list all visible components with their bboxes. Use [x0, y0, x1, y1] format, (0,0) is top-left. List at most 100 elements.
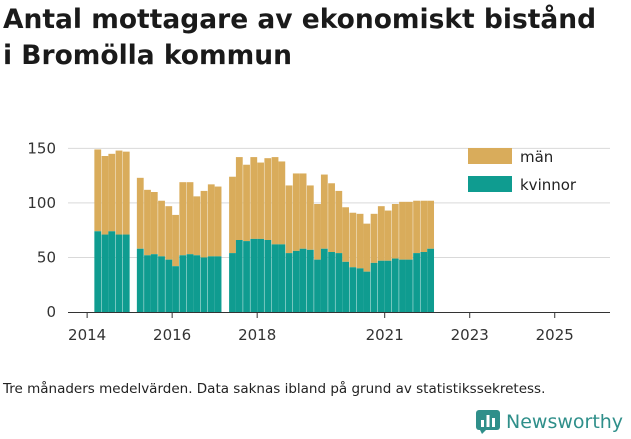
bar-man-34 — [349, 212, 357, 268]
bar-man-17 — [229, 176, 236, 254]
bar-kvinnor-29 — [314, 259, 321, 312]
bar-man-25 — [285, 185, 293, 254]
bar-kvinnor-21 — [257, 238, 264, 312]
bar-man-14 — [200, 190, 208, 258]
bar-man-22 — [264, 158, 272, 240]
bar-man-19 — [243, 164, 250, 242]
bar-kvinnor-23 — [271, 244, 279, 312]
bar-man-38 — [377, 206, 385, 261]
bar-kvinnor-27 — [299, 248, 307, 312]
x-tick-label-2025: 2025 — [536, 326, 574, 344]
bar-man-5 — [136, 177, 144, 249]
bar-kvinnor-17 — [229, 253, 236, 312]
bar-kvinnor-35 — [356, 268, 364, 312]
bar-kvinnor-38 — [377, 260, 385, 312]
bar-kvinnor-3 — [115, 234, 123, 312]
bar-kvinnor-4 — [122, 234, 130, 312]
x-tick-label-2018: 2018 — [238, 326, 276, 344]
bar-kvinnor-33 — [342, 261, 349, 312]
bar-man-35 — [356, 213, 364, 269]
bar-man-40 — [391, 204, 399, 259]
bar-kvinnor-25 — [285, 253, 293, 312]
bar-kvinnor-12 — [186, 254, 194, 312]
footnote: Tre månaders medelvärden. Data saknas ib… — [3, 381, 546, 397]
bar-kvinnor-15 — [207, 256, 215, 312]
bar-man-10 — [172, 214, 179, 267]
y-tick-label-150: 150 — [27, 139, 56, 157]
x-tick-label-2014: 2014 — [68, 326, 106, 344]
bar-kvinnor-2 — [108, 231, 116, 312]
legend-label-man: män — [520, 148, 553, 166]
bar-kvinnor-24 — [278, 244, 286, 312]
bar-kvinnor-9 — [165, 259, 173, 312]
chart-title-line-1: Antal mottagare av ekonomiskt bistånd — [3, 4, 597, 35]
bar-kvinnor-6 — [144, 255, 151, 312]
bar-man-15 — [207, 184, 215, 257]
bar-kvinnor-20 — [250, 238, 258, 312]
bar-man-2 — [108, 153, 116, 232]
bar-kvinnor-40 — [391, 258, 399, 312]
brand-name: Newsworthy — [506, 411, 624, 433]
bar-kvinnor-8 — [158, 256, 165, 312]
bar-man-6 — [144, 189, 151, 256]
bar-man-8 — [158, 200, 165, 257]
bar-man-12 — [186, 182, 194, 255]
bar-chart-logo-icon — [476, 410, 500, 434]
bar-man-1 — [101, 156, 109, 235]
bar-man-36 — [363, 223, 371, 272]
bar-kvinnor-34 — [349, 267, 357, 312]
bar-kvinnor-43 — [413, 253, 420, 312]
bar-man-37 — [370, 213, 378, 263]
bar-man-20 — [250, 157, 258, 239]
bar-kvinnor-10 — [172, 266, 179, 312]
bar-kvinnor-31 — [328, 252, 335, 312]
legend-label-kvinnor: kvinnor — [520, 176, 577, 194]
bar-kvinnor-19 — [243, 241, 250, 312]
bar-man-42 — [405, 201, 413, 260]
bar-man-27 — [299, 173, 307, 249]
bar-kvinnor-1 — [101, 234, 109, 312]
chart-title: Antal mottagare av ekonomiskt bistånd i … — [3, 2, 628, 74]
bar-kvinnor-32 — [335, 253, 343, 312]
bar-kvinnor-36 — [363, 271, 371, 312]
bar-kvinnor-26 — [292, 250, 300, 312]
bar-man-11 — [179, 182, 187, 256]
bar-man-45 — [427, 200, 435, 249]
bar-man-18 — [235, 157, 243, 240]
bar-man-31 — [328, 183, 335, 252]
bar-kvinnor-14 — [200, 257, 208, 312]
bar-kvinnor-30 — [320, 248, 328, 312]
bar-kvinnor-0 — [94, 231, 102, 312]
bar-kvinnor-22 — [264, 240, 272, 312]
bar-kvinnor-16 — [214, 256, 222, 312]
bar-man-23 — [271, 157, 279, 245]
bar-man-9 — [165, 206, 173, 260]
bar-man-7 — [150, 192, 158, 255]
bar-kvinnor-41 — [399, 259, 406, 312]
bar-kvinnor-28 — [306, 249, 314, 312]
bar-kvinnor-11 — [179, 255, 187, 312]
bar-man-39 — [384, 210, 392, 261]
bar-man-44 — [420, 200, 428, 252]
y-tick-label-0: 0 — [46, 303, 56, 321]
bar-man-21 — [257, 162, 264, 239]
bar-man-30 — [320, 174, 328, 249]
brand-logo: Newsworthy — [476, 406, 623, 438]
legend-swatch-man — [468, 148, 512, 164]
bar-man-26 — [292, 173, 300, 251]
bar-kvinnor-5 — [136, 248, 144, 312]
x-tick-label-2021: 2021 — [366, 326, 404, 344]
bar-man-13 — [193, 196, 201, 256]
bar-man-33 — [342, 207, 349, 262]
bar-kvinnor-7 — [150, 254, 158, 312]
bar-man-41 — [399, 201, 406, 260]
bar-man-43 — [413, 200, 420, 254]
x-tick-label-2016: 2016 — [153, 326, 191, 344]
bar-kvinnor-44 — [420, 252, 428, 312]
bar-kvinnor-13 — [193, 255, 201, 312]
bar-man-24 — [278, 161, 286, 245]
y-tick-label-100: 100 — [27, 194, 56, 212]
y-tick-label-50: 50 — [37, 248, 56, 266]
bar-man-3 — [115, 150, 123, 235]
